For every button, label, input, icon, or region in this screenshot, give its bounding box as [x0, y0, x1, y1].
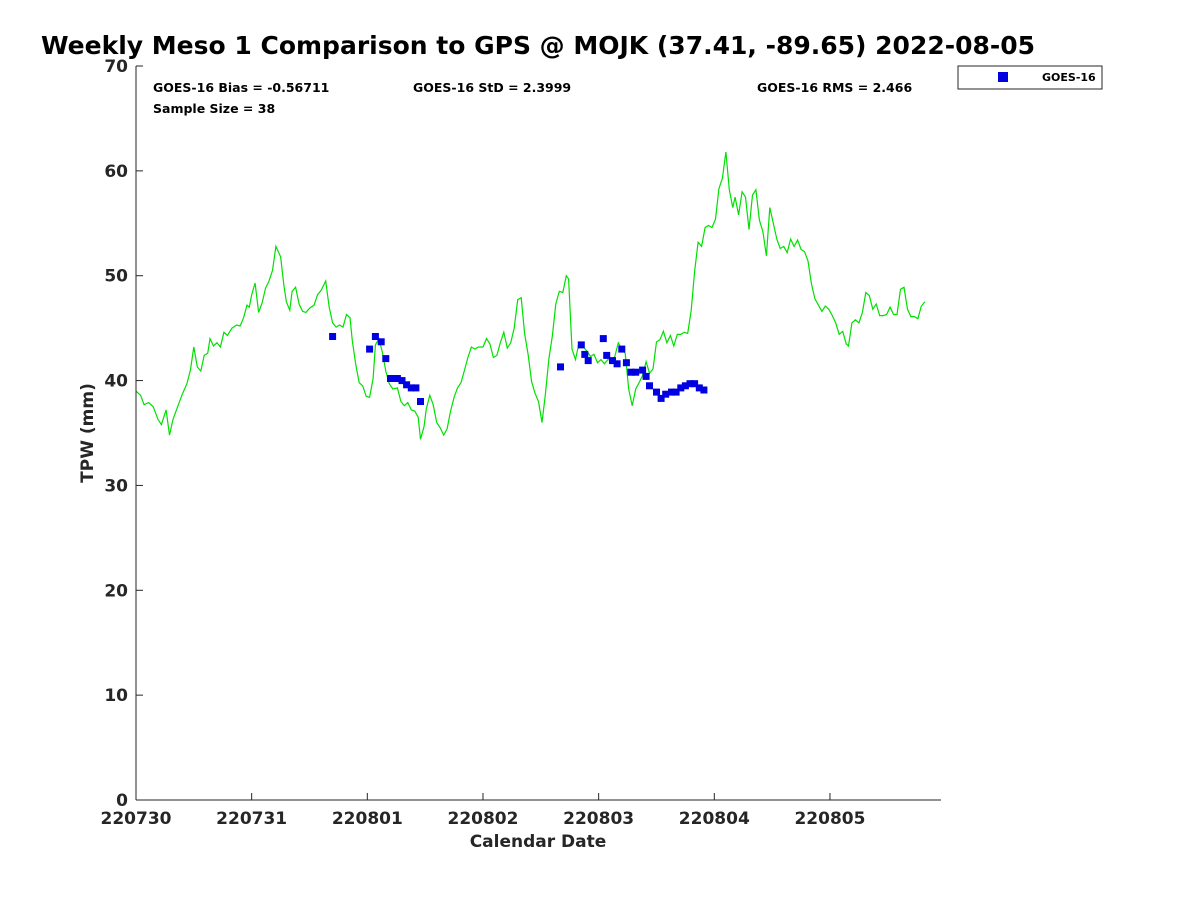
plot-area	[135, 151, 926, 440]
x-tick-label: 220731	[216, 809, 287, 829]
goes-16-point	[695, 384, 703, 392]
chart-title: Weekly Meso 1 Comparison to GPS @ MOJK (…	[41, 31, 1035, 60]
goes-16-point	[681, 382, 689, 390]
y-tick-label: 50	[104, 267, 128, 287]
goes-16-point	[366, 345, 374, 353]
legend: GOES-16	[957, 65, 1103, 90]
legend-box	[957, 65, 1103, 90]
x-tick-label: 220805	[794, 809, 865, 829]
goes-16-point	[407, 384, 415, 392]
goes-16-point	[377, 338, 385, 346]
x-axis: 220730 220731 220801 220802 220803 220804 2208…	[101, 793, 865, 829]
goes-16-point	[609, 357, 616, 365]
goes-16-series	[329, 333, 708, 405]
goes-16-point	[700, 386, 708, 394]
legend-marker-goes-16	[998, 72, 1008, 82]
stat-bias: GOES-16 Bias = -0.56711	[153, 80, 329, 95]
stat-std: GOES-16 StD = 2.3999	[413, 80, 571, 95]
goes-16-point	[417, 398, 424, 405]
goes-16-point	[603, 351, 611, 359]
y-tick-label: 40	[104, 372, 128, 392]
stat-rms: GOES-16 RMS = 2.466	[757, 80, 912, 95]
goes-16-point	[393, 375, 401, 382]
y-tick-label: 30	[104, 476, 128, 496]
y-axis: 0 10 20 30 40 50 60 70	[104, 57, 143, 811]
y-tick-label: 20	[104, 581, 128, 601]
goes-16-point	[646, 382, 653, 390]
goes-16-point	[672, 388, 680, 396]
y-tick-label: 70	[104, 57, 128, 77]
goes-16-point	[382, 355, 390, 363]
goes-16-point	[581, 350, 589, 358]
y-axis-label: TPW (mm)	[78, 383, 98, 483]
goes-16-point	[691, 380, 699, 388]
goes-16-point	[657, 394, 665, 402]
goes-16-point	[632, 368, 640, 376]
goes-16-point	[371, 333, 379, 340]
goes-16-point	[577, 341, 585, 349]
y-tick-label: 0	[116, 791, 128, 811]
goes-16-point	[622, 359, 630, 367]
goes-16-point	[639, 366, 647, 374]
goes-16-point	[613, 360, 621, 368]
goes-16-point	[642, 372, 650, 380]
goes-16-point	[412, 384, 420, 392]
goes-16-point	[668, 388, 675, 396]
goes-16-point	[677, 384, 685, 392]
goes-16-point	[653, 388, 660, 396]
x-tick-label: 220730	[101, 809, 172, 829]
goes-16-point	[618, 345, 626, 353]
goes-16-point	[599, 335, 607, 343]
goes-16-point	[398, 377, 406, 385]
x-tick-label: 220801	[332, 809, 403, 829]
x-axis-label: Calendar Date	[470, 832, 607, 852]
goes-16-point	[686, 380, 694, 388]
y-tick-label: 10	[104, 686, 128, 706]
y-tick-label: 60	[104, 162, 128, 182]
goes-16-point	[627, 368, 635, 376]
goes-16-point	[662, 390, 670, 398]
gps-series-line	[135, 151, 926, 440]
stat-sample-size: Sample Size = 38	[153, 101, 275, 116]
goes-16-point	[557, 363, 564, 371]
x-tick-label: 220804	[679, 809, 750, 829]
x-tick-label: 220802	[447, 809, 518, 829]
goes-16-point	[584, 357, 592, 365]
x-tick-label: 220803	[563, 809, 634, 829]
goes-16-point	[387, 375, 394, 382]
legend-label-goes-16: GOES-16	[1042, 71, 1096, 84]
goes-16-point	[403, 381, 411, 389]
goes-16-point	[329, 333, 337, 340]
